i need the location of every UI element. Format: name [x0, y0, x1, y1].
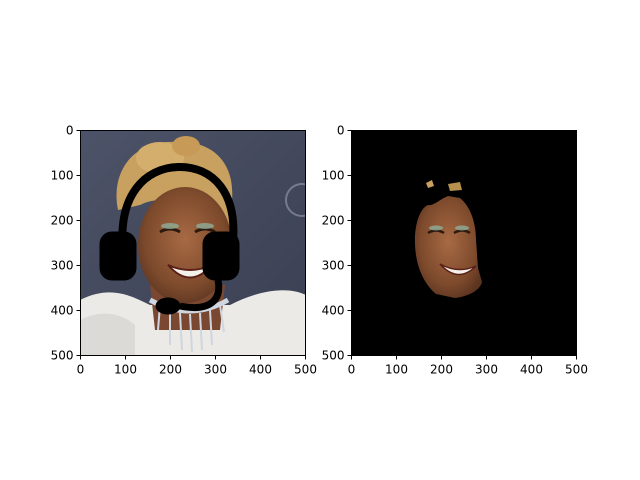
headset-overlay	[99, 162, 240, 315]
left-image-panel	[80, 130, 306, 356]
right-y-tick-label: 0	[337, 124, 345, 138]
left-x-tick-label: 500	[294, 363, 317, 377]
right-y-tick-label: 400	[322, 304, 345, 318]
right-y-tick-label: 500	[322, 349, 345, 363]
right-x-tick-label: 0	[348, 363, 356, 377]
right-x-tick-label: 500	[565, 363, 588, 377]
left-x-tick-label: 0	[77, 363, 85, 377]
right-x-tick-label: 400	[520, 363, 543, 377]
right-x-tick-label: 300	[475, 363, 498, 377]
right-photo	[351, 130, 577, 356]
left-y-tick-label: 400	[51, 304, 74, 318]
right-y-tick-label: 300	[322, 259, 345, 273]
left-axes-frame	[80, 130, 306, 356]
left-x-tick-label: 400	[249, 363, 272, 377]
right-image-panel	[351, 130, 577, 356]
left-y-tick-label: 500	[51, 349, 74, 363]
right-y-tick-label: 100	[322, 169, 345, 183]
right-x-tick-label: 200	[430, 363, 453, 377]
right-axes-frame	[351, 130, 577, 356]
left-photo	[80, 130, 306, 356]
left-y-tick-label: 200	[51, 214, 74, 228]
left-x-tick-label: 300	[204, 363, 227, 377]
left-y-tick-label: 100	[51, 169, 74, 183]
left-x-tick-label: 100	[114, 363, 137, 377]
right-y-tick-label: 200	[322, 214, 345, 228]
left-x-tick-label: 200	[159, 363, 182, 377]
left-y-tick-label: 0	[66, 124, 74, 138]
right-x-tick-label: 100	[385, 363, 408, 377]
left-y-tick-label: 300	[51, 259, 74, 273]
